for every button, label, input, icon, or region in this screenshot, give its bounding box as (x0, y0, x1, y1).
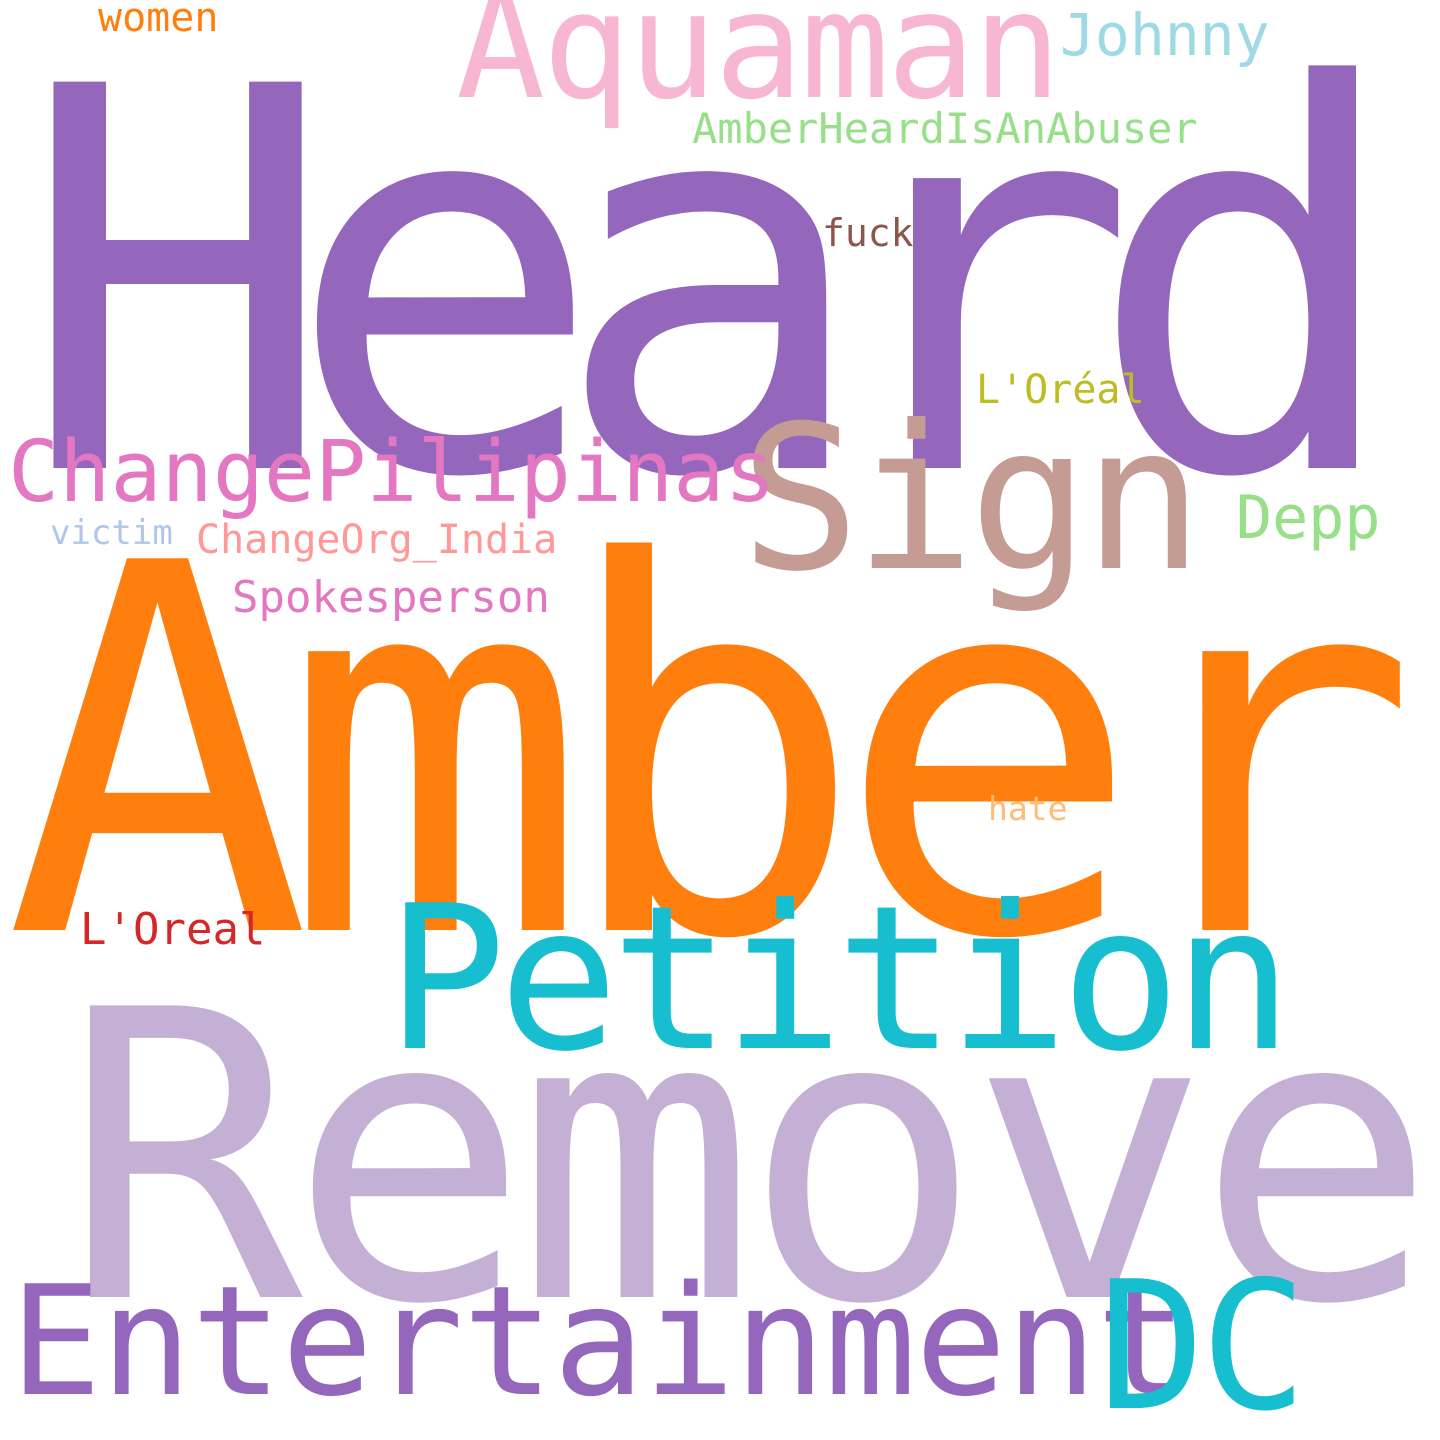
word-heard: Heard (18, 0, 1405, 593)
word-women: women (98, 0, 219, 41)
word-amberheardisanabuser: AmberHeardIsAnAbuser (692, 104, 1198, 153)
word-petition: Petition (386, 863, 1293, 1096)
word-sign: Sign (740, 383, 1204, 616)
word-fuck: fuck (822, 211, 914, 255)
word-amber: Amber (4, 458, 1419, 1051)
word-spokesperson: Spokesperson (232, 572, 550, 623)
word-victim: victim (50, 513, 173, 553)
word-depp: Depp (1236, 483, 1381, 553)
word-dc: DC (1098, 1243, 1307, 1440)
word-changepilipinas: ChangePilipinas (8, 423, 776, 522)
word-entertainment: Entertainment (10, 1253, 1188, 1430)
word-aquaman: Aquaman (456, 0, 1062, 132)
word-johnny: Johnny (1060, 1, 1270, 69)
word-hate: hate (988, 789, 1068, 828)
word-remove: Remove (62, 927, 1437, 1392)
word-loreal-accent: L'Oréal (976, 367, 1145, 413)
word-changeorg-india: ChangeOrg_India (196, 517, 558, 563)
word-loreal: L'Oreal (80, 904, 266, 955)
